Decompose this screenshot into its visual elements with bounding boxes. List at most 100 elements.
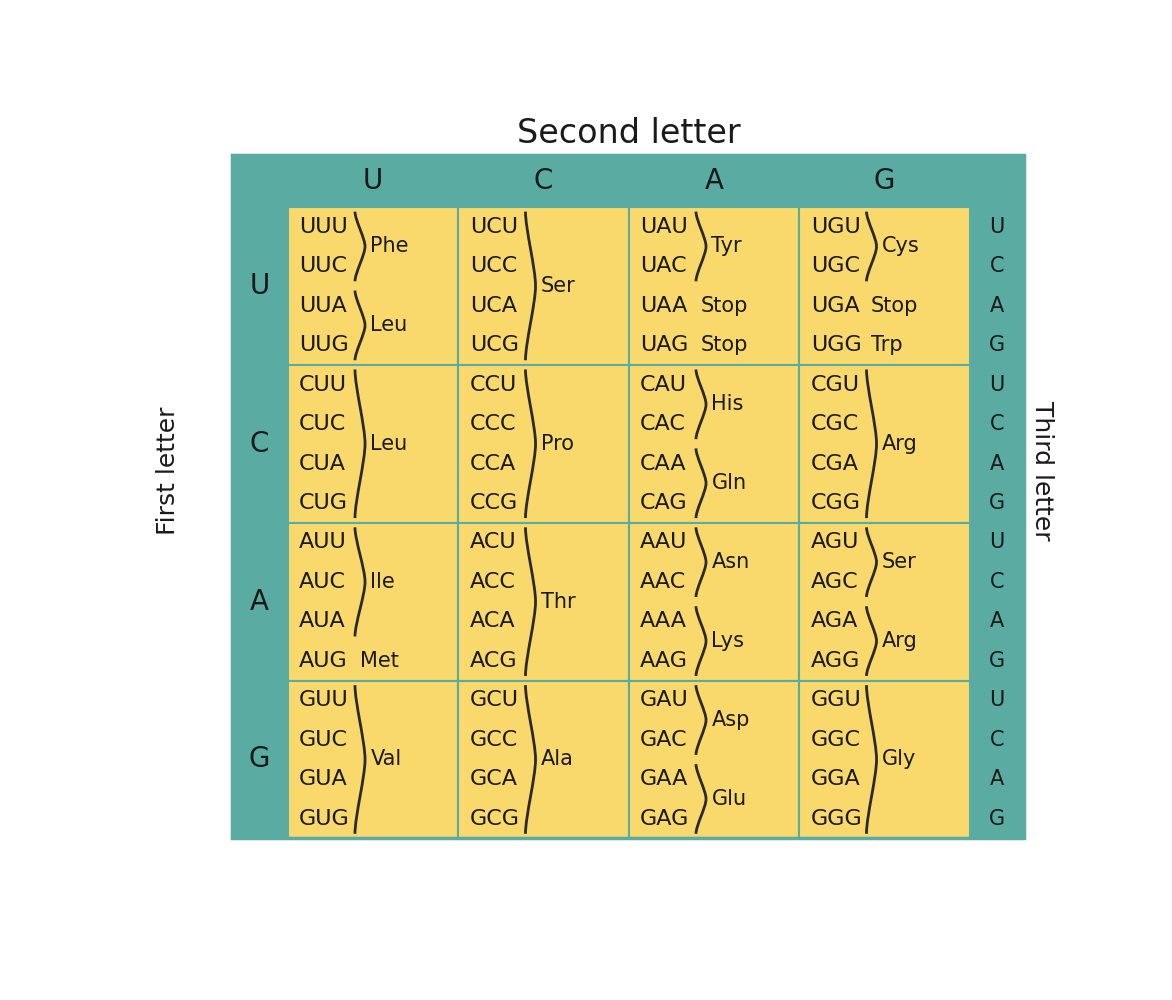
Bar [628, 523, 799, 681]
Text: Asp: Asp [711, 710, 750, 730]
Text: CAU: CAU [640, 375, 687, 395]
Bar [799, 365, 969, 523]
Bar [628, 155, 799, 207]
Text: Ile: Ile [370, 572, 395, 592]
Bar [969, 523, 1024, 681]
Text: CCA: CCA [470, 454, 516, 474]
Text: AAG: AAG [640, 651, 688, 671]
Text: Thr: Thr [541, 592, 575, 612]
Text: GUA: GUA [299, 769, 348, 789]
Bar [969, 207, 1024, 365]
Text: UUG: UUG [299, 335, 349, 355]
Bar [232, 365, 287, 523]
Text: ACG: ACG [470, 651, 517, 671]
Text: Lys: Lys [711, 631, 744, 651]
Bar [969, 155, 1024, 207]
Text: UCA: UCA [470, 296, 517, 316]
Bar [799, 681, 969, 838]
Bar [458, 365, 628, 523]
Text: AGG: AGG [811, 651, 860, 671]
Text: UAU: UAU [640, 217, 688, 237]
Bar [458, 207, 628, 365]
Text: ACC: ACC [470, 572, 516, 592]
Text: His: His [711, 394, 744, 414]
Text: GAU: GAU [640, 690, 689, 710]
Text: First letter: First letter [156, 406, 180, 535]
Text: Stop: Stop [701, 296, 748, 316]
Text: Glu: Glu [711, 789, 747, 809]
Text: AGU: AGU [811, 532, 859, 552]
Text: Leu: Leu [370, 434, 408, 454]
Text: ACU: ACU [470, 532, 517, 552]
Text: Pro: Pro [541, 434, 574, 454]
Text: Ser: Ser [541, 276, 575, 296]
Bar [232, 207, 287, 365]
Text: Leu: Leu [370, 315, 408, 335]
Text: GUU: GUU [299, 690, 349, 710]
Bar [287, 207, 458, 365]
Bar [969, 365, 1024, 523]
Text: GAG: GAG [640, 809, 689, 829]
Text: G: G [989, 809, 1004, 829]
Text: UAA: UAA [640, 296, 688, 316]
Text: Second letter: Second letter [517, 117, 741, 150]
Text: UGU: UGU [811, 217, 860, 237]
Text: GGG: GGG [811, 809, 863, 829]
Bar [232, 681, 287, 838]
Bar [628, 681, 799, 838]
Bar [799, 155, 969, 207]
Text: U: U [989, 217, 1004, 237]
Text: GGC: GGC [811, 730, 860, 750]
Text: GAC: GAC [640, 730, 688, 750]
Bar [287, 365, 458, 523]
Text: GUC: GUC [299, 730, 348, 750]
Text: CCU: CCU [470, 375, 517, 395]
Text: G: G [873, 167, 895, 195]
Text: Trp: Trp [871, 335, 902, 355]
Text: A: A [989, 454, 1003, 474]
Text: C: C [989, 572, 1004, 592]
Text: UUU: UUU [299, 217, 348, 237]
Bar [628, 365, 799, 523]
Text: GUG: GUG [299, 809, 350, 829]
Text: Ser: Ser [883, 552, 917, 572]
Bar [458, 681, 628, 838]
Text: G: G [248, 745, 271, 773]
Text: Cys: Cys [883, 236, 920, 256]
Text: AUU: AUU [299, 532, 347, 552]
Text: UAC: UAC [640, 256, 687, 276]
Text: GCC: GCC [470, 730, 518, 750]
Bar [969, 681, 1024, 838]
Text: AUA: AUA [299, 611, 346, 631]
Bar [799, 207, 969, 365]
Text: U: U [250, 272, 270, 300]
Text: Arg: Arg [883, 631, 918, 651]
Text: C: C [989, 730, 1004, 750]
Text: CCC: CCC [470, 414, 516, 434]
Text: A: A [989, 296, 1003, 316]
Text: A: A [704, 167, 723, 195]
Text: CAC: CAC [640, 414, 686, 434]
Text: Arg: Arg [883, 434, 918, 454]
Text: Gly: Gly [883, 749, 917, 769]
Text: AAA: AAA [640, 611, 687, 631]
Text: AUG: AUG [299, 651, 348, 671]
Text: C: C [250, 430, 270, 458]
Text: GGA: GGA [811, 769, 860, 789]
Text: CGA: CGA [811, 454, 859, 474]
Text: U: U [362, 167, 383, 195]
Text: ACA: ACA [470, 611, 516, 631]
Bar [287, 523, 458, 681]
Text: UCG: UCG [470, 335, 519, 355]
Text: CUG: CUG [299, 493, 348, 513]
Text: Ala: Ala [541, 749, 574, 769]
Text: G: G [989, 335, 1004, 355]
Bar [232, 523, 287, 681]
Text: G: G [989, 651, 1004, 671]
Text: U: U [989, 532, 1004, 552]
Text: Val: Val [370, 749, 402, 769]
Text: G: G [989, 493, 1004, 513]
Text: C: C [989, 414, 1004, 434]
Text: GAA: GAA [640, 769, 689, 789]
Bar [458, 523, 628, 681]
